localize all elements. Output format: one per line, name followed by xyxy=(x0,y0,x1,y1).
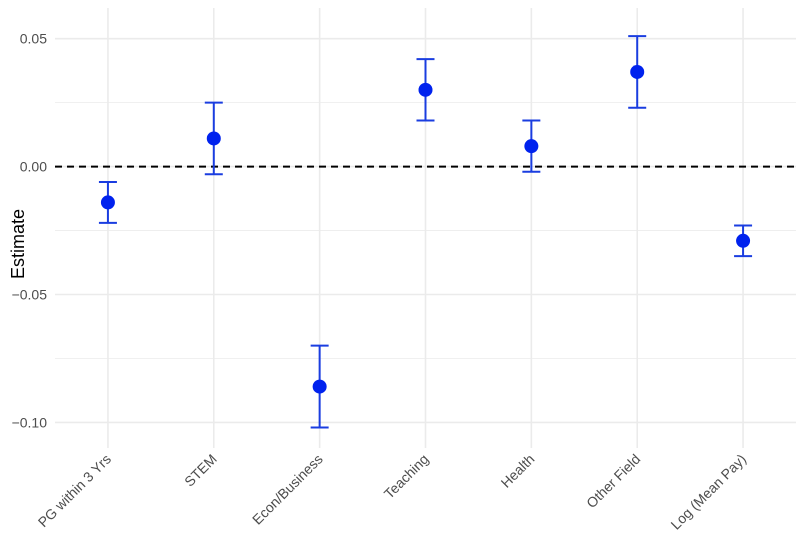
data-point xyxy=(101,195,115,209)
data-point xyxy=(207,131,221,145)
y-tick-label: −0.05 xyxy=(12,287,48,303)
x-tick-label: Econ/Business xyxy=(249,451,326,528)
data-point xyxy=(736,234,750,248)
data-point xyxy=(419,83,433,97)
y-tick-label: 0.05 xyxy=(20,31,47,47)
x-tick-label: Health xyxy=(498,451,538,491)
x-tick-label: PG within 3 Yrs xyxy=(35,451,114,530)
data-point xyxy=(630,65,644,79)
x-tick-label: STEM xyxy=(181,451,220,490)
coefficient-plot: 0.05 0.00 −0.05 −0.10 PG within 3 Yrs STEM Ec… xyxy=(0,0,800,557)
data-point xyxy=(524,139,538,153)
x-tick-labels: PG within 3 Yrs STEM Econ/Business Teaching… xyxy=(35,451,750,533)
data-point xyxy=(313,380,327,394)
y-tick-label: −0.10 xyxy=(12,414,48,430)
y-axis-title: Estimate xyxy=(8,209,28,279)
y-tick-label: 0.00 xyxy=(20,159,47,175)
x-tick-label: Log (Mean Pay) xyxy=(667,451,749,533)
x-tick-label: Other Field xyxy=(583,451,643,511)
x-tick-label: Teaching xyxy=(381,451,432,502)
